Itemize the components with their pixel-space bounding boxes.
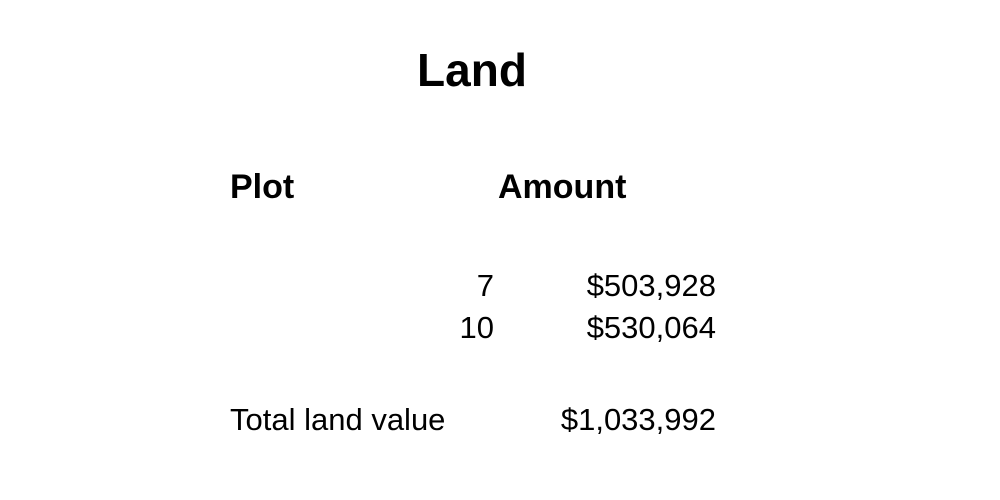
table-row-amount-cell: $503,928: [586, 268, 716, 303]
total-value: $1,033,992: [560, 402, 716, 437]
table-row-amount-cell: $530,064: [586, 310, 716, 345]
table-row-plot-cell: 7: [476, 268, 494, 303]
amount-column-header: Amount: [498, 168, 627, 206]
total-label: Total land value: [230, 402, 446, 437]
page-title: Land: [417, 44, 527, 96]
table-row-plot-cell: 10: [459, 310, 494, 345]
plot-column-header: Plot: [230, 168, 295, 206]
